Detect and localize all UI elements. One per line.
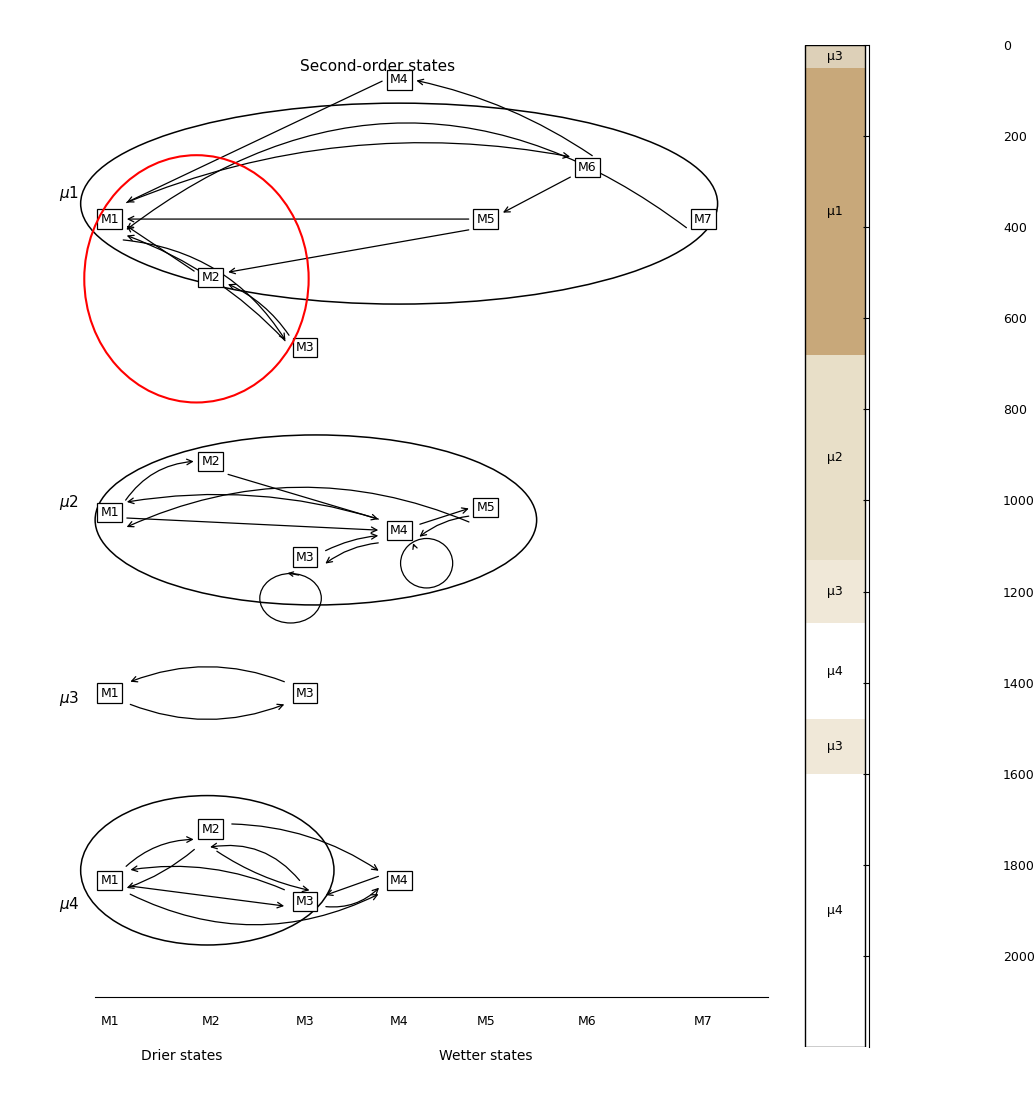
Text: M1: M1 [100, 506, 119, 520]
Text: M7: M7 [694, 213, 712, 225]
Bar [804, 67, 865, 355]
Text: $\mu$2: $\mu$2 [59, 493, 79, 512]
Text: M2: M2 [202, 1015, 220, 1027]
Text: μ4: μ4 [827, 904, 843, 917]
Text: $\mu$1: $\mu$1 [59, 184, 79, 203]
Text: μ3: μ3 [827, 740, 843, 753]
Text: μ4: μ4 [827, 665, 843, 678]
Text: M4: M4 [390, 524, 408, 536]
Bar [804, 624, 865, 719]
Text: M1: M1 [100, 213, 119, 225]
Bar [804, 45, 865, 67]
Text: M1: M1 [100, 874, 119, 887]
Text: μ2: μ2 [827, 450, 843, 464]
Text: M5: M5 [477, 1015, 495, 1027]
Bar [804, 719, 865, 774]
Text: M6: M6 [578, 161, 597, 174]
Text: M3: M3 [296, 687, 314, 700]
Text: M4: M4 [390, 1015, 408, 1027]
Text: μ3: μ3 [827, 49, 843, 63]
Text: M5: M5 [477, 213, 495, 225]
Text: $\mu$4: $\mu$4 [59, 895, 80, 914]
Text: M3: M3 [296, 342, 314, 354]
Text: M3: M3 [296, 1015, 314, 1027]
Text: M2: M2 [202, 271, 220, 284]
Text: Drier states: Drier states [142, 1048, 222, 1063]
Text: M2: M2 [202, 455, 220, 468]
Text: Second-order states: Second-order states [300, 59, 455, 74]
Text: M3: M3 [296, 551, 314, 563]
Text: M3: M3 [296, 895, 314, 907]
Text: M4: M4 [390, 74, 408, 86]
Bar [804, 560, 865, 624]
Text: Wetter states: Wetter states [439, 1048, 533, 1063]
Text: M1: M1 [100, 1015, 119, 1027]
Text: M1: M1 [100, 687, 119, 700]
Text: μ3: μ3 [827, 585, 843, 598]
Text: μ1: μ1 [827, 205, 843, 217]
Text: $\mu$3: $\mu$3 [59, 689, 80, 708]
Text: M2: M2 [202, 822, 220, 836]
Text: M5: M5 [477, 501, 495, 514]
Text: M6: M6 [578, 1015, 597, 1027]
Text: M4: M4 [390, 874, 408, 887]
Text: M7: M7 [694, 1015, 712, 1027]
Bar [804, 355, 865, 560]
Bar [804, 774, 865, 1047]
